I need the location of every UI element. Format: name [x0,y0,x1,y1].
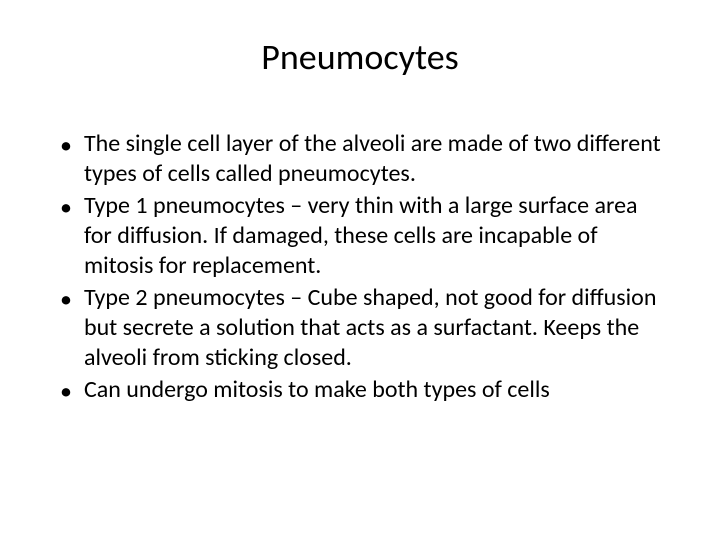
bullet-text: Can undergo mitosis to make both types o… [84,375,550,405]
bullet-item: • Type 1 pneumocytes – very thin with a … [60,191,670,281]
bullet-text: The single cell layer of the alveoli are… [84,129,670,189]
bullet-marker-icon: • [60,131,72,161]
bullet-marker-icon: • [60,377,72,407]
bullet-item: • Type 2 pneumocytes – Cube shaped, not … [60,283,670,373]
slide-title: Pneumocytes [50,35,670,79]
bullet-text: Type 1 pneumocytes – very thin with a la… [84,191,670,281]
bullet-item: • The single cell layer of the alveoli a… [60,129,670,189]
slide-content: • The single cell layer of the alveoli a… [50,129,670,407]
bullet-item: • Can undergo mitosis to make both types… [60,375,670,407]
slide-container: Pneumocytes • The single cell layer of t… [0,0,720,540]
bullet-marker-icon: • [60,193,72,223]
bullet-text: Type 2 pneumocytes – Cube shaped, not go… [84,283,670,373]
bullet-marker-icon: • [60,285,72,315]
